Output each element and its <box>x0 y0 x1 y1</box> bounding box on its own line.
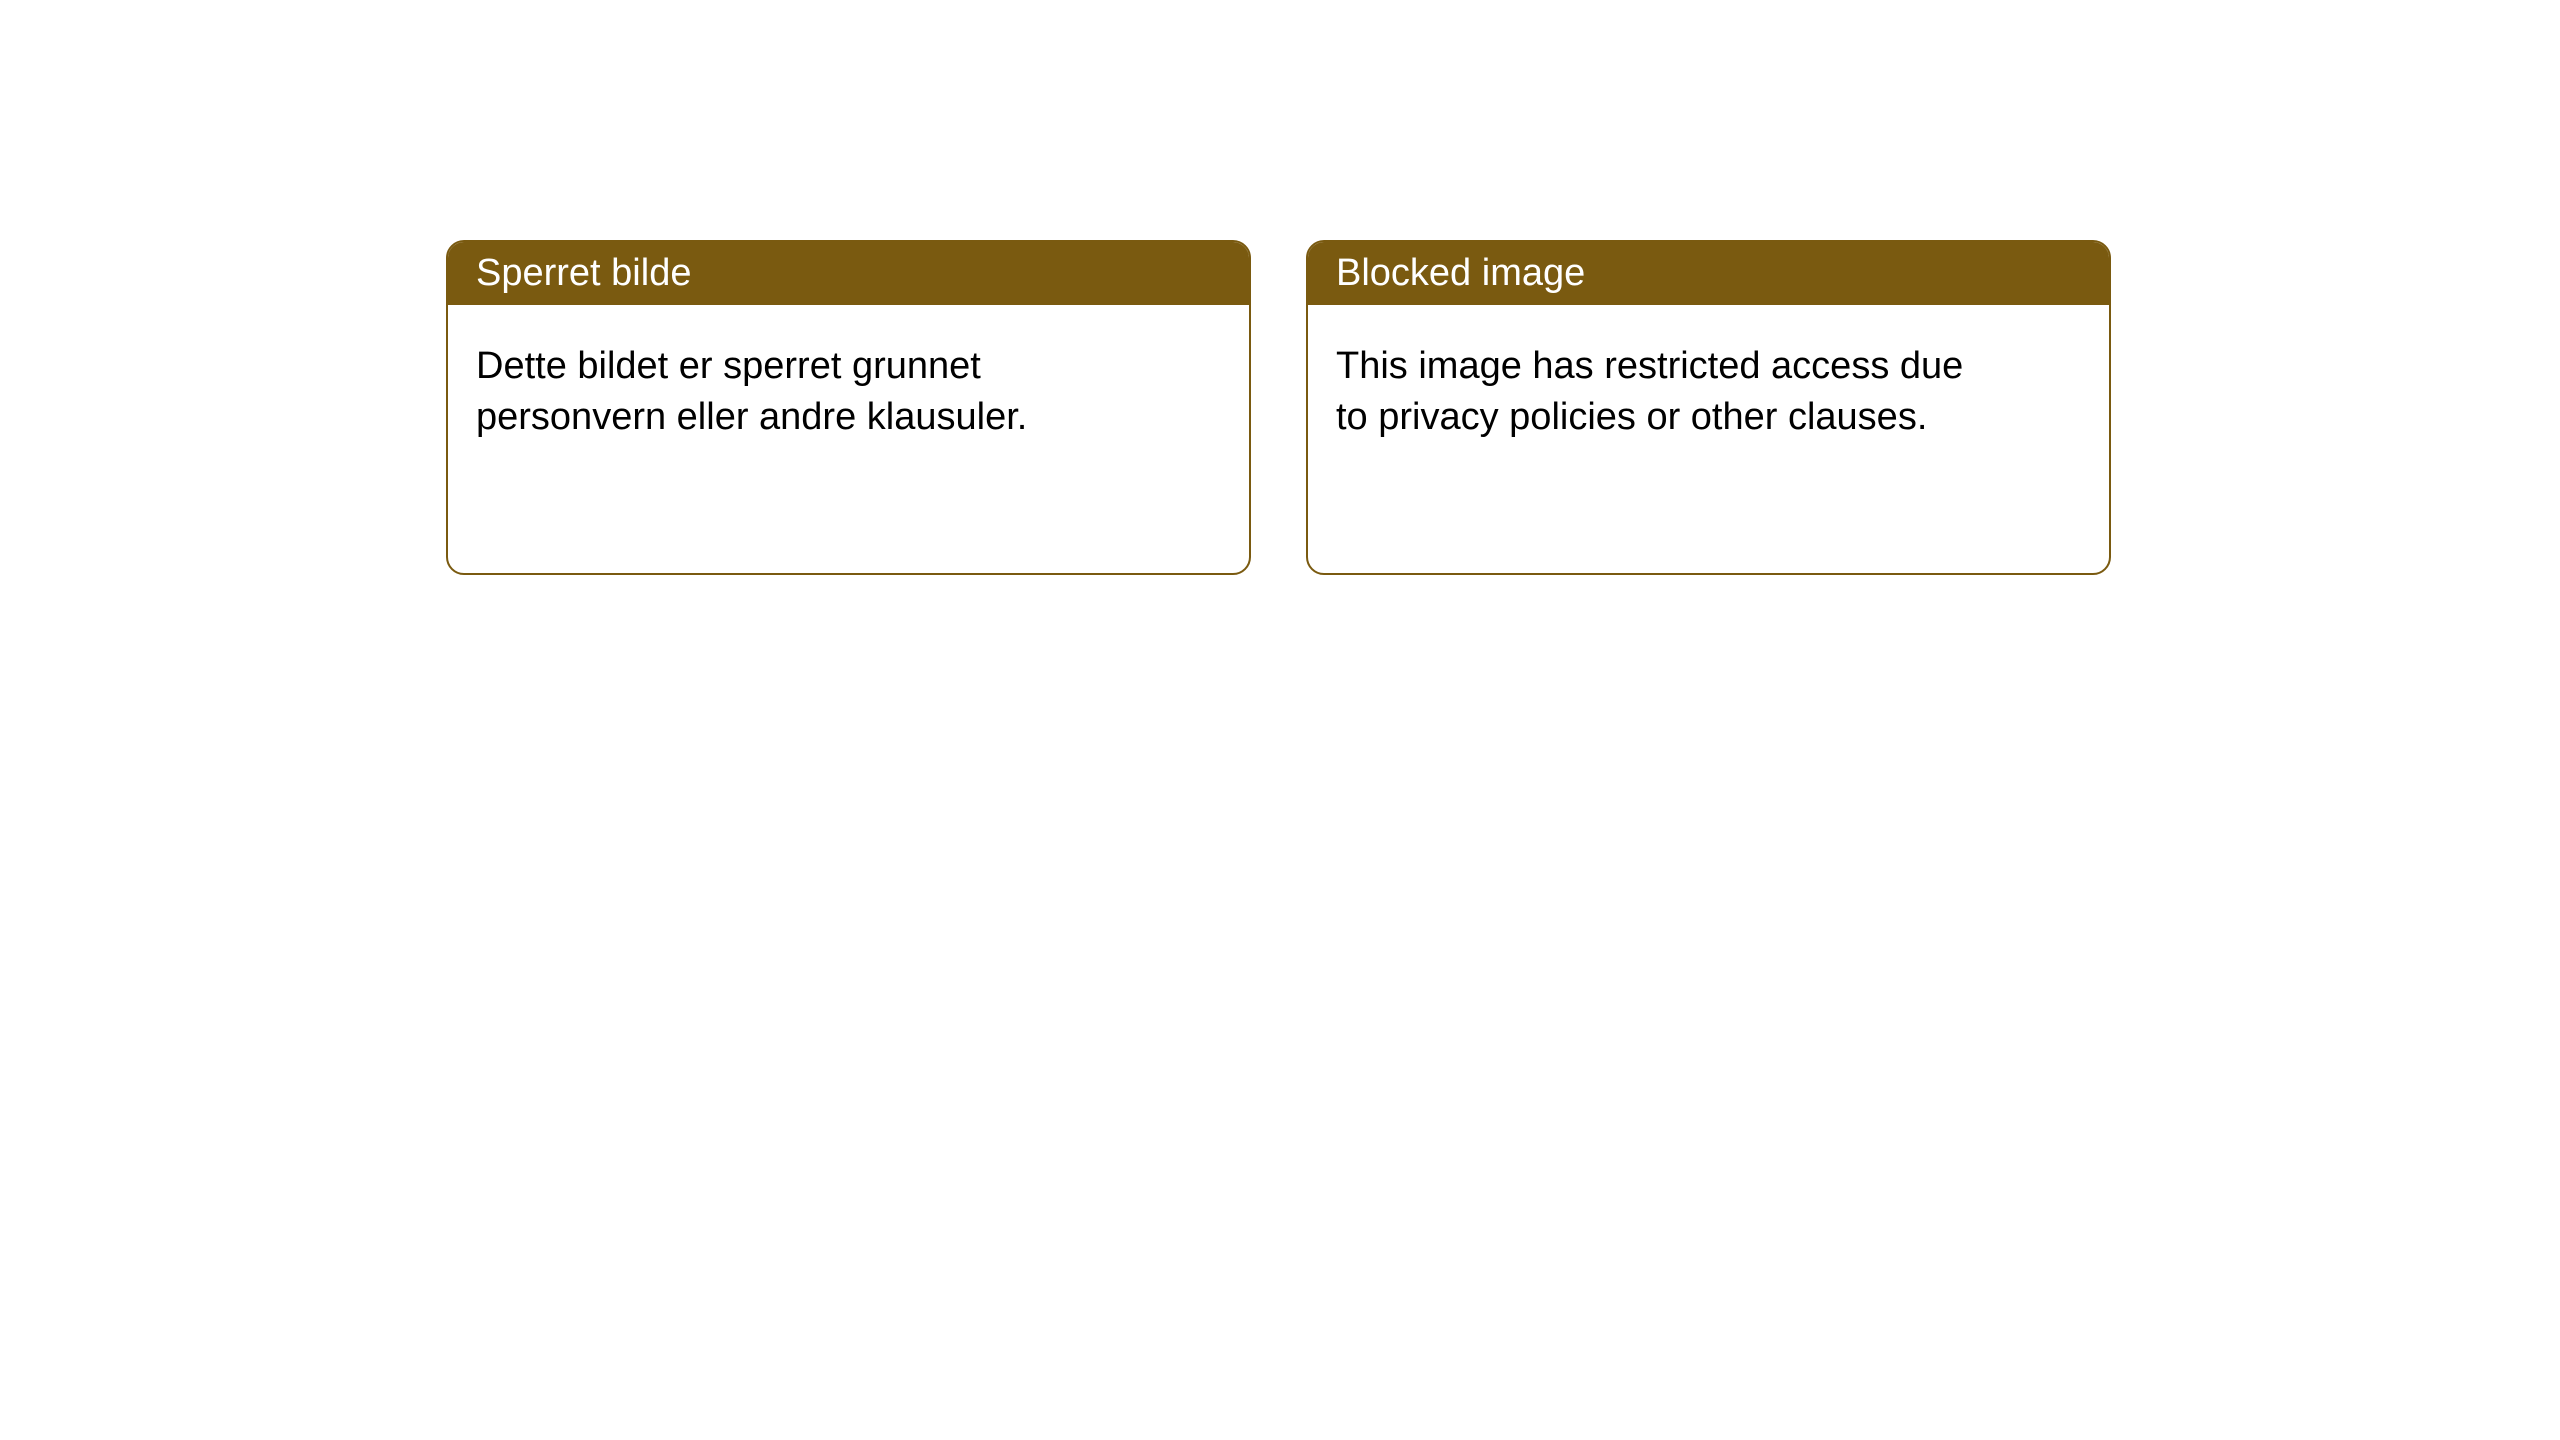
blocked-image-card-no: Sperret bilde Dette bildet er sperret gr… <box>446 240 1251 575</box>
card-body: This image has restricted access due to … <box>1308 305 2008 480</box>
blocked-image-card-en: Blocked image This image has restricted … <box>1306 240 2111 575</box>
card-title: Blocked image <box>1308 242 2109 305</box>
notice-container: Sperret bilde Dette bildet er sperret gr… <box>0 0 2560 575</box>
card-title: Sperret bilde <box>448 242 1249 305</box>
card-body: Dette bildet er sperret grunnet personve… <box>448 305 1148 480</box>
